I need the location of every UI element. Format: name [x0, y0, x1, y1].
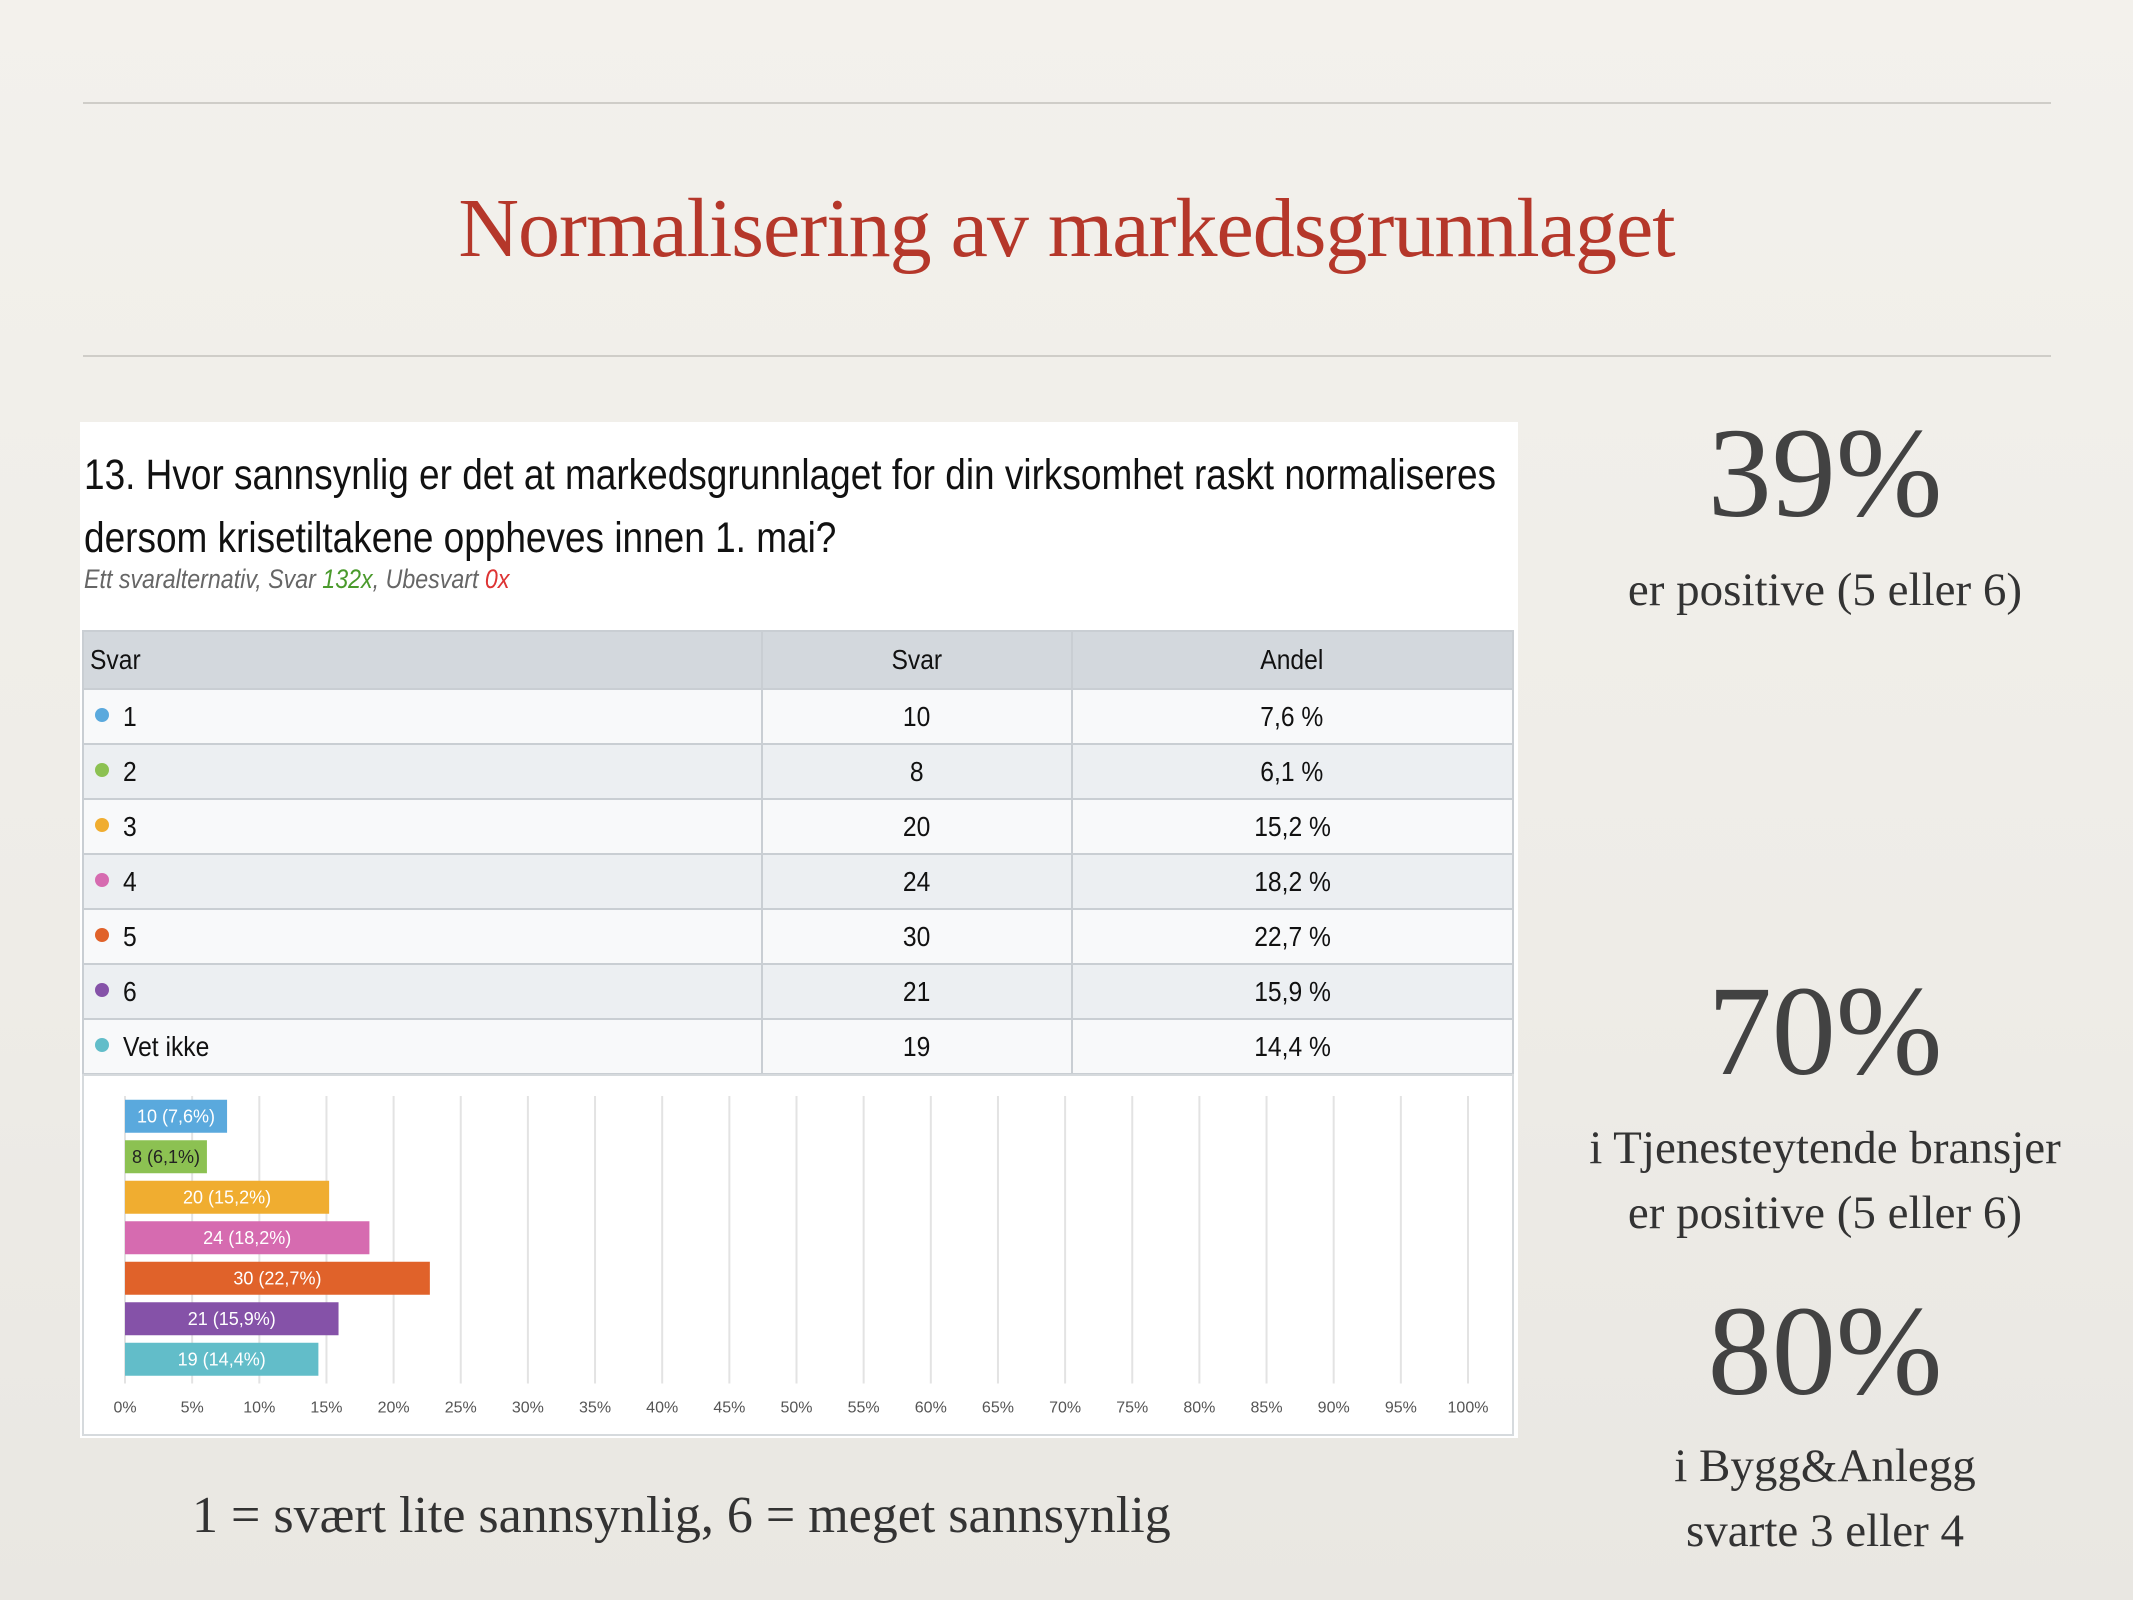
x-tick-label: 45% [713, 1400, 745, 1417]
bar-2 [125, 1140, 207, 1174]
row-label: 1 [82, 688, 763, 745]
bar-label: 8 (6,1%) [132, 1147, 200, 1167]
legend-dot-icon [95, 818, 109, 833]
bar-label: 30 (22,7%) [233, 1268, 321, 1288]
bar-chart: 0% 5% 10% 15% 20% 25% 30% 35% 40% 45% 50% 55% 60% 65%… [113, 1096, 1489, 1417]
bar-1 [125, 1099, 228, 1133]
x-tick-label: 40% [646, 1400, 678, 1417]
legend-dot-icon [95, 873, 109, 888]
unanswered-count: 0x [484, 564, 510, 594]
header-count: Svar [761, 630, 1073, 690]
stat-desc-2-line-1: i Tjenesteytende bransjer [1589, 1122, 2061, 1174]
row-count: 30 [761, 908, 1073, 965]
bar-label: 24 (18,2%) [203, 1228, 291, 1248]
stat-desc-3-line-1: i Bygg&Anlegg [1674, 1440, 1976, 1492]
x-tick-label: 70% [1049, 1400, 1081, 1417]
x-tick-label: 60% [915, 1400, 947, 1417]
row-count: 20 [761, 798, 1073, 855]
x-tick-label: 25% [445, 1400, 477, 1417]
x-tick-label: 35% [579, 1400, 611, 1417]
x-tick-label: 85% [1251, 1400, 1283, 1417]
x-tick-label: 75% [1116, 1400, 1148, 1417]
row-label: 5 [82, 908, 763, 965]
table-row: 1 10 7,6 % [82, 688, 1515, 745]
stat-value-1: 39% [1707, 402, 1943, 544]
row-share: 6,1 % [1070, 743, 1515, 800]
bar-6 [125, 1302, 339, 1336]
row-count: 21 [761, 963, 1073, 1020]
table-row: 6 21 15,9 % [82, 963, 1515, 1020]
x-tick-label: 20% [378, 1400, 410, 1417]
table-row: 2 8 6,1 % [82, 743, 1515, 800]
x-tick-label: 55% [848, 1400, 880, 1417]
survey-panel: 13. Hvor sannsynlig er det at markedsgru… [80, 422, 1518, 1438]
legend-dot-icon [95, 928, 109, 943]
stat-desc-1-line-1: er positive (5 eller 6) [1627, 564, 2023, 616]
legend-dot-icon [95, 983, 109, 998]
row-count: 24 [761, 853, 1073, 910]
legend-dot-icon [95, 763, 109, 778]
row-label: 3 [82, 798, 763, 855]
scale-caption: 1 = svært lite sannsynlig, 6 = meget san… [192, 1487, 1171, 1544]
table-row: Vet ikke 19 14,4 % [82, 1018, 1515, 1075]
question-meta: Ett svaralternativ, Svar 132x, Ubesvart … [84, 564, 509, 595]
row-label: Vet ikke [82, 1018, 763, 1075]
row-share: 18,2 % [1070, 853, 1515, 910]
stat-value-3: 80% [1707, 1280, 1943, 1422]
row-share: 15,2 % [1070, 798, 1515, 855]
top-divider [83, 102, 2051, 104]
stat-desc-1: er positive (5 eller 6) [1540, 558, 2110, 623]
x-tick-label: 5% [181, 1400, 204, 1417]
x-tick-label: 80% [1183, 1400, 1215, 1417]
title-divider [83, 355, 2051, 357]
slide-title: Normalisering av markedsgrunnlaget [458, 182, 1675, 275]
x-tick-label: 30% [512, 1400, 544, 1417]
stat-desc-2: i Tjenesteytende bransjer er positive (5… [1540, 1116, 2110, 1246]
bar-chart-box: 0% 5% 10% 15% 20% 25% 30% 35% 40% 45% 50% 55% 60% 65%… [82, 1074, 1514, 1436]
meta-prefix: Ett svaralternativ, Svar [84, 564, 323, 594]
stat-desc-2-line-2: er positive (5 eller 6) [1627, 1187, 2023, 1239]
bar-3 [125, 1180, 330, 1214]
x-tick-label: 65% [982, 1400, 1014, 1417]
x-tick-label: 95% [1385, 1400, 1417, 1417]
x-tick-label: 15% [310, 1400, 342, 1417]
bar-7 [125, 1342, 319, 1376]
x-tick-label: 100% [1448, 1400, 1489, 1417]
answered-count: 132x [322, 564, 373, 594]
x-tick-label: 10% [243, 1400, 275, 1417]
row-count: 8 [761, 743, 1073, 800]
legend-dot-icon [95, 1038, 109, 1053]
bar-5 [125, 1261, 430, 1295]
table-header-row: Svar Svar Andel [82, 630, 1515, 690]
bar-label: 10 (7,6%) [137, 1106, 215, 1126]
row-share: 7,6 % [1070, 688, 1515, 745]
header-svar: Svar [82, 630, 763, 690]
response-table: Svar Svar Andel 1 10 7,6 % 2 8 6,1 % 3 20 15,2 %… [82, 630, 1515, 1075]
row-count: 19 [761, 1018, 1073, 1075]
question-title: 13. Hvor sannsynlig er det at markedsgru… [84, 451, 1497, 562]
meta-mid: , Ubesvart [372, 564, 485, 594]
bar-label: 21 (15,9%) [188, 1309, 276, 1329]
row-share: 15,9 % [1070, 963, 1515, 1020]
stat-desc-3-line-2: svarte 3 eller 4 [1686, 1505, 1964, 1557]
bar-label: 20 (15,2%) [183, 1187, 271, 1207]
bar-label: 19 (14,4%) [178, 1349, 266, 1369]
table-row: 4 24 18,2 % [82, 853, 1515, 910]
row-share: 14,4 % [1070, 1018, 1515, 1075]
row-label: 4 [82, 853, 763, 910]
header-andel: Andel [1070, 630, 1515, 690]
row-share: 22,7 % [1070, 908, 1515, 965]
stat-desc-3: i Bygg&Anlegg svarte 3 eller 4 [1540, 1434, 2110, 1564]
table-row: 3 20 15,2 % [82, 798, 1515, 855]
x-tick-label: 50% [780, 1400, 812, 1417]
bar-4 [125, 1221, 370, 1255]
row-label: 2 [82, 743, 763, 800]
x-tick-label: 90% [1318, 1400, 1350, 1417]
row-count: 10 [761, 688, 1073, 745]
row-label: 6 [82, 963, 763, 1020]
table-row: 5 30 22,7 % [82, 908, 1515, 965]
legend-dot-icon [95, 708, 109, 723]
stat-value-2: 70% [1707, 960, 1943, 1102]
x-tick-label: 0% [113, 1400, 136, 1417]
